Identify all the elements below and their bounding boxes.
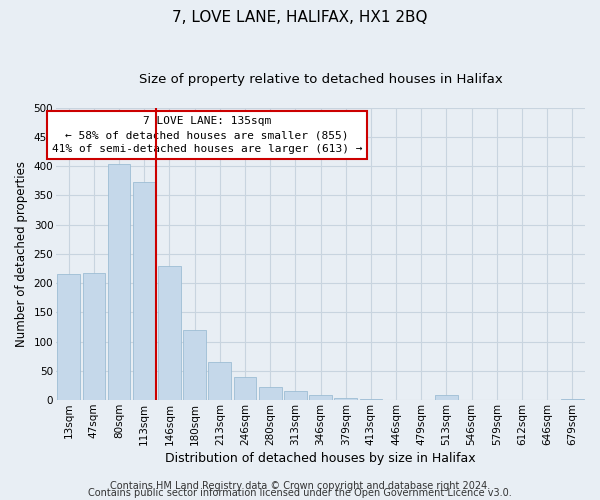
Bar <box>233 376 256 400</box>
Text: 7 LOVE LANE: 135sqm
← 58% of detached houses are smaller (855)
41% of semi-detac: 7 LOVE LANE: 135sqm ← 58% of detached ho… <box>52 116 362 154</box>
Bar <box>309 396 332 400</box>
Title: Size of property relative to detached houses in Halifax: Size of property relative to detached ho… <box>139 72 502 86</box>
X-axis label: Distribution of detached houses by size in Halifax: Distribution of detached houses by size … <box>165 452 476 465</box>
Bar <box>208 362 231 400</box>
Bar <box>158 266 181 400</box>
Bar <box>183 330 206 400</box>
Text: Contains HM Land Registry data © Crown copyright and database right 2024.: Contains HM Land Registry data © Crown c… <box>110 481 490 491</box>
Bar <box>561 399 584 400</box>
Bar <box>108 164 130 400</box>
Y-axis label: Number of detached properties: Number of detached properties <box>15 161 28 347</box>
Bar <box>83 272 105 400</box>
Bar <box>284 392 307 400</box>
Bar <box>133 182 155 400</box>
Bar <box>359 399 382 400</box>
Bar <box>435 396 458 400</box>
Text: Contains public sector information licensed under the Open Government Licence v3: Contains public sector information licen… <box>88 488 512 498</box>
Bar <box>58 274 80 400</box>
Bar <box>334 398 357 400</box>
Bar <box>259 388 281 400</box>
Text: 7, LOVE LANE, HALIFAX, HX1 2BQ: 7, LOVE LANE, HALIFAX, HX1 2BQ <box>172 10 428 25</box>
